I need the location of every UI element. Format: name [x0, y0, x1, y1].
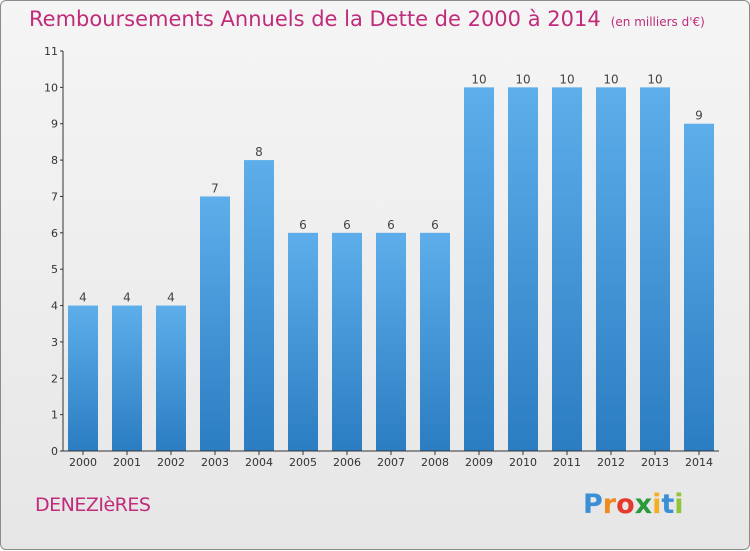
bar-2006: [332, 232, 362, 451]
data-label-2007: 6: [387, 218, 395, 232]
logo-letter: t: [661, 489, 675, 520]
data-label-2005: 6: [299, 218, 307, 232]
y-tick-label-6: 6: [51, 227, 58, 240]
data-label-2010: 10: [515, 72, 530, 86]
x-tick-label-2002: 2002: [157, 456, 185, 469]
data-label-2011: 10: [559, 72, 574, 86]
bar-2002: [156, 305, 186, 451]
bar-2014: [684, 123, 714, 452]
x-tick-label-2010: 2010: [509, 456, 537, 469]
x-tick-label-2013: 2013: [641, 456, 669, 469]
data-label-2003: 7: [211, 181, 219, 195]
x-tick-label-2011: 2011: [553, 456, 581, 469]
x-tick-label-2006: 2006: [333, 456, 361, 469]
x-tick-label-2014: 2014: [685, 456, 713, 469]
x-tick-label-2004: 2004: [245, 456, 273, 469]
data-label-2000: 4: [79, 291, 87, 305]
logo-letter: r: [602, 489, 617, 520]
x-tick-label-2000: 2000: [69, 456, 97, 469]
x-tick-label-2008: 2008: [421, 456, 449, 469]
bar-2013: [640, 87, 670, 451]
axes-group: 2000 2001 2002 2003 2004 2005 2006 2007 2008 2009…: [44, 45, 719, 469]
data-label-2014: 9: [695, 109, 703, 123]
chart-title: Remboursements Annuels de la Dette de 20…: [29, 7, 705, 31]
title-text: Remboursements Annuels de la Dette de 20…: [29, 7, 601, 31]
x-tick-label-2005: 2005: [289, 456, 317, 469]
data-label-2002: 4: [167, 291, 175, 305]
y-tick-label-3: 3: [51, 336, 58, 349]
bar-2001: [112, 305, 142, 451]
bar-2007: [376, 232, 406, 451]
bars-group: 4 4 4 7 8 6 6 6 6 10 10 10 10 10 9: [68, 72, 714, 452]
x-tick-label-2003: 2003: [201, 456, 229, 469]
y-tick-label-7: 7: [51, 190, 58, 203]
data-label-2009: 10: [471, 72, 486, 86]
y-tick-label-5: 5: [51, 263, 58, 276]
y-tick-label-2: 2: [51, 372, 58, 385]
y-tick-label-11: 11: [44, 45, 58, 58]
logo-letter: o: [616, 489, 635, 520]
y-tick-label-0: 0: [51, 445, 58, 458]
y-tick-label-9: 9: [51, 118, 58, 131]
y-tick-label-4: 4: [51, 300, 58, 313]
bar-2009: [464, 87, 494, 451]
bar-2004: [244, 160, 274, 451]
bar-2000: [68, 305, 98, 451]
proxiti-logo[interactable]: Proxiti: [583, 489, 684, 520]
place-name: DENEZIèRES: [35, 494, 151, 516]
x-tick-label-2001: 2001: [113, 456, 141, 469]
bar-2008: [420, 232, 450, 451]
y-tick-label-10: 10: [44, 81, 58, 94]
bar-2010: [508, 87, 538, 451]
x-tick-label-2012: 2012: [597, 456, 625, 469]
data-label-2013: 10: [647, 72, 662, 86]
data-label-2001: 4: [123, 291, 131, 305]
bar-2011: [552, 87, 582, 451]
data-label-2004: 8: [255, 145, 263, 159]
title-unit: (en milliers d'€): [610, 15, 705, 29]
x-tick-label-2007: 2007: [377, 456, 405, 469]
data-label-2006: 6: [343, 218, 351, 232]
bar-2012: [596, 87, 626, 451]
logo-letter: i: [674, 489, 684, 520]
y-tick-label-8: 8: [51, 154, 58, 167]
data-label-2008: 6: [431, 218, 439, 232]
x-tick-label-2009: 2009: [465, 456, 493, 469]
data-label-2012: 10: [603, 72, 618, 86]
logo-letter: x: [634, 489, 653, 520]
logo-letter: i: [652, 489, 662, 520]
bar-2003: [200, 196, 230, 451]
bar-2005: [288, 232, 318, 451]
y-tick-label-1: 1: [51, 409, 58, 422]
logo-letter: P: [583, 489, 603, 520]
